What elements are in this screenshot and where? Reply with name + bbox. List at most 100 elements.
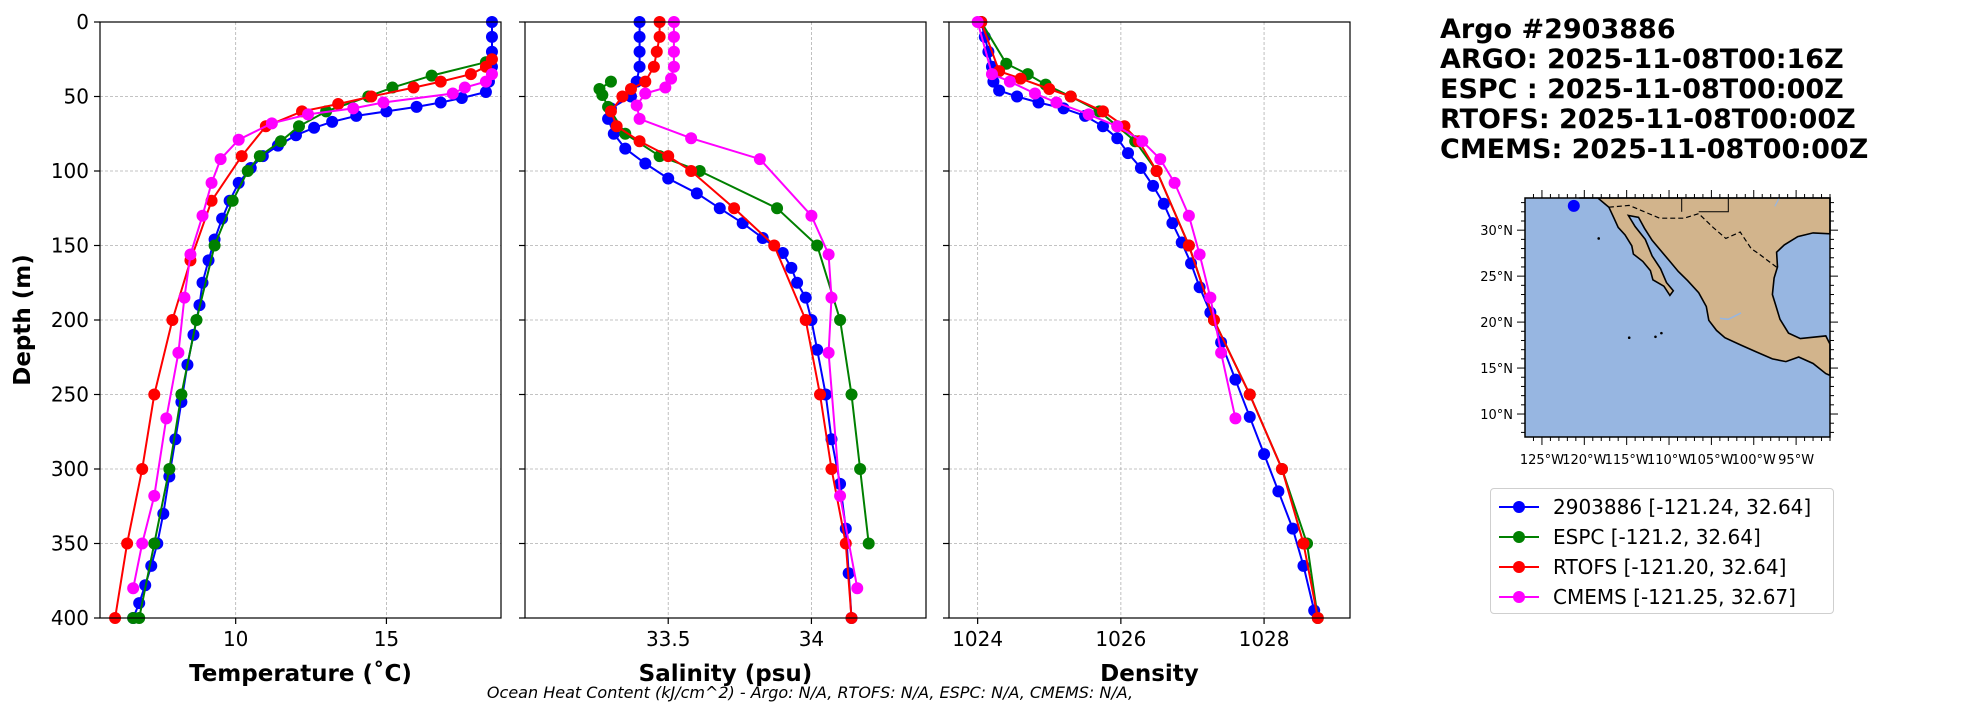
data-point [639, 157, 652, 170]
data-point [662, 150, 675, 163]
legend-item-espc: ESPC [-121.2, 32.64] [1497, 522, 1827, 552]
x-axis-label: Temperature (˚C) [189, 660, 412, 687]
data-point [1050, 96, 1063, 109]
data-point [771, 202, 784, 215]
data-point [659, 81, 672, 94]
data-point [232, 176, 245, 189]
tick-label-y: 400 [51, 606, 89, 630]
series-espc [593, 75, 875, 550]
data-point [811, 343, 824, 356]
x-axis-label: Density [1100, 661, 1199, 687]
data-point [650, 45, 663, 58]
map-lon-label: 110°W [1647, 453, 1691, 468]
data-point [662, 172, 675, 185]
data-point [458, 81, 471, 94]
map-lon-label: 95°W [1778, 453, 1814, 468]
series-line [132, 73, 493, 589]
data-point [633, 30, 646, 43]
data-point [811, 239, 824, 252]
data-point [121, 537, 134, 550]
data-point [184, 248, 197, 261]
tick-label-y: 300 [51, 457, 89, 481]
map-lat-label: 30°N [1480, 224, 1513, 239]
data-point [1150, 165, 1163, 177]
map-island [1660, 331, 1663, 335]
data-point [1286, 522, 1299, 535]
data-point [1215, 346, 1228, 359]
tick-label-y: 50 [64, 85, 89, 109]
tick-label-y: 150 [51, 234, 89, 258]
map-lat-label: 20°N [1480, 316, 1513, 331]
profile-panels: 0 50 100 150 200 250 300 350 400 10 15 Temperature … [10, 10, 1351, 687]
data-point [1096, 120, 1109, 133]
data-point [1096, 105, 1109, 118]
data-point [1243, 388, 1256, 401]
legend-item-argo: 2903886 [-121.24, 32.64] [1497, 492, 1827, 522]
tick-label-x: 34 [799, 627, 824, 651]
float-title: Argo #2903886 [1440, 14, 1676, 45]
data-point [178, 291, 191, 304]
data-point [214, 153, 227, 166]
data-point [1157, 197, 1170, 210]
legend-marker-icon [1497, 497, 1541, 517]
data-point [647, 60, 660, 73]
data-point [785, 261, 798, 274]
data-point [805, 209, 818, 222]
data-point [148, 537, 161, 550]
data-point [630, 99, 643, 112]
data-point [136, 537, 149, 550]
data-point [464, 68, 477, 81]
data-point [1003, 75, 1016, 88]
data-point [274, 135, 287, 148]
data-point [1166, 217, 1179, 230]
data-point [610, 120, 623, 133]
legend-item-rtofs: RTOFS [-121.20, 32.64] [1497, 552, 1827, 582]
data-point [596, 89, 609, 102]
data-point [1182, 209, 1195, 222]
data-point [1011, 90, 1024, 103]
legend-marker-icon [1497, 557, 1541, 577]
legend-marker-icon [1497, 587, 1541, 607]
data-point [633, 45, 646, 58]
series-rtofs [604, 16, 858, 624]
data-point [1014, 72, 1027, 85]
map-lake [1719, 312, 1742, 321]
data-point [1111, 120, 1124, 133]
data-point [1168, 176, 1181, 189]
data-point [1275, 463, 1288, 475]
x-axis-label: Salinity (psu) [639, 661, 813, 687]
map-state-line [1698, 198, 1729, 213]
tick-label-y: 200 [51, 308, 89, 332]
data-point [265, 117, 278, 130]
data-point [226, 194, 239, 207]
data-point [1243, 410, 1256, 423]
data-point [653, 30, 666, 43]
data-point [845, 388, 858, 401]
data-point [410, 100, 423, 113]
data-point [235, 150, 248, 163]
data-point [347, 102, 360, 115]
tick-label-y: 350 [51, 532, 89, 556]
map-lat-label: 25°N [1480, 270, 1513, 285]
data-point [302, 108, 315, 121]
tick-label-x: 1026 [1095, 627, 1146, 651]
data-point [208, 239, 221, 252]
series-line [133, 61, 487, 619]
map-lat-label: 10°N [1480, 408, 1513, 423]
data-point [163, 463, 176, 475]
series-line [635, 22, 859, 589]
data-point [633, 112, 646, 125]
data-point [814, 388, 827, 401]
panel-1: 0 50 100 150 200 250 300 350 400 10 15 Temperature … [10, 10, 502, 687]
data-point [1258, 448, 1271, 461]
data-point [862, 537, 875, 550]
data-point [1122, 147, 1135, 160]
data-point [799, 291, 812, 304]
legend-label: CMEMS [-121.25, 32.67] [1553, 585, 1796, 609]
series-argo [975, 16, 1321, 617]
y-axis-label: Depth (m) [10, 254, 36, 386]
tick-label-y: 0 [76, 10, 89, 34]
espc-time: ESPC : 2025-11-08T00:00Z [1440, 74, 1844, 105]
location-map: 30°N 25°N 20°N 15°N 10°N 125°W120°W115°W110°W… [1480, 190, 1838, 468]
